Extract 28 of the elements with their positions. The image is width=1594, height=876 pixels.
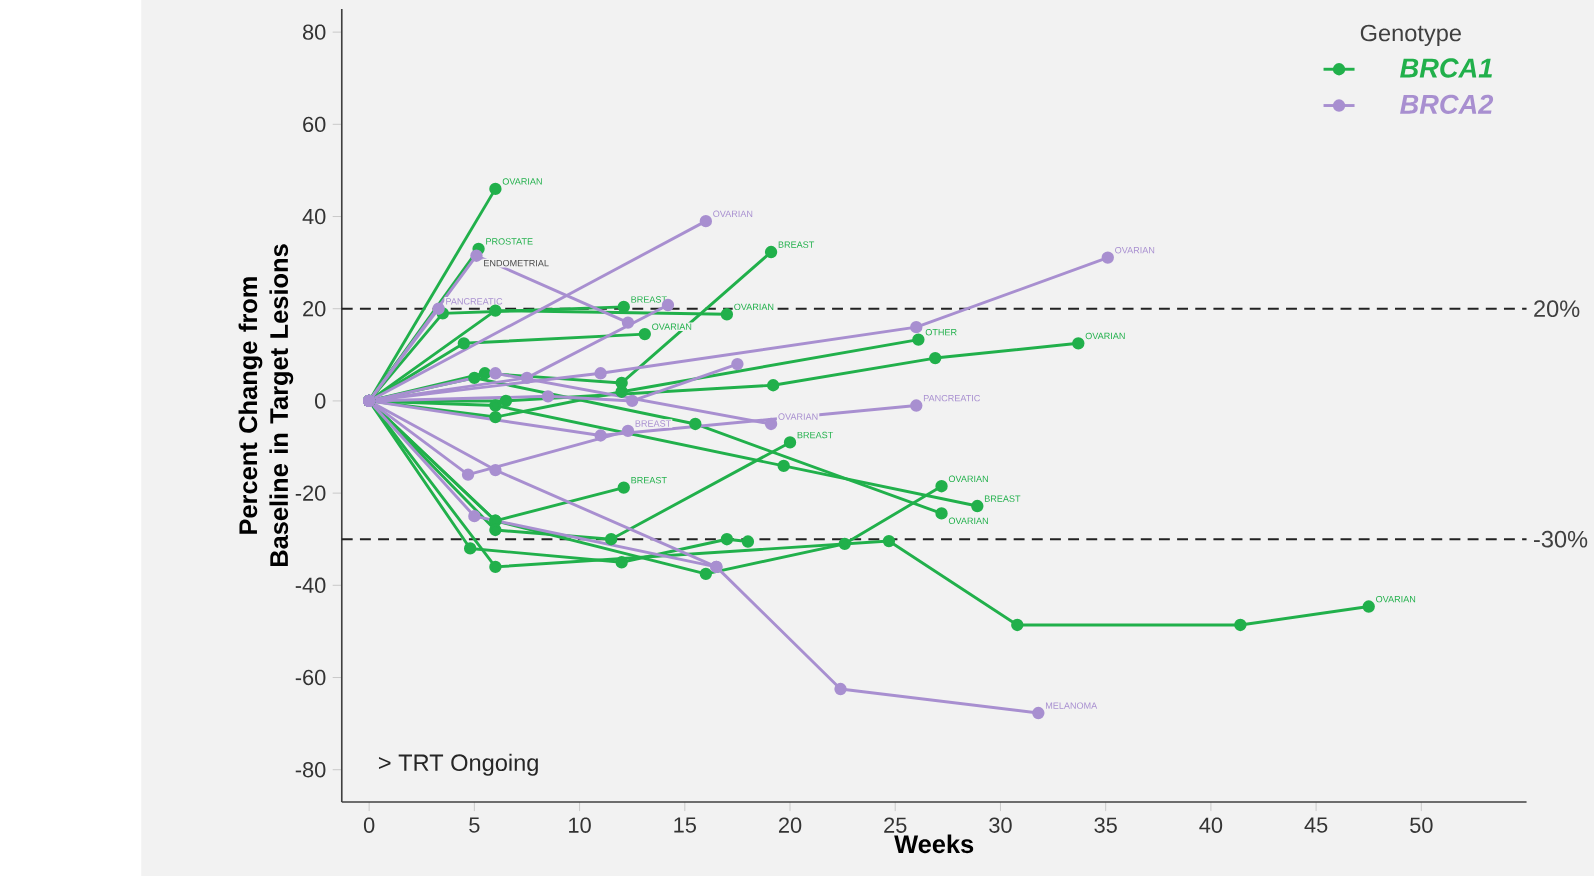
x-axis-title: Weeks bbox=[894, 834, 974, 853]
y-tick-label: -60 bbox=[295, 669, 326, 685]
ref-line-label: 20% bbox=[1534, 300, 1580, 317]
annotation: > TRT Ongoing bbox=[378, 753, 538, 776]
x-tick-label: 0 bbox=[363, 817, 375, 833]
y-tick-label: -40 bbox=[295, 577, 326, 593]
legend-label: BRCA2 bbox=[1400, 94, 1494, 114]
x-tick-label: 40 bbox=[1199, 817, 1223, 833]
y-tick-label: 40 bbox=[302, 208, 326, 224]
y-tick-label: 80 bbox=[302, 24, 326, 40]
y-axis-title: Percent Change from Baseline in Target Lesions bbox=[238, 244, 294, 566]
x-tick-label: 50 bbox=[1410, 817, 1433, 833]
y-tick-label: 20 bbox=[303, 300, 326, 317]
y-tick-label: 60 bbox=[303, 116, 326, 132]
x-tick-label: 20 bbox=[778, 817, 802, 833]
x-tick-label: 5 bbox=[469, 817, 480, 833]
x-tick-label: 30 bbox=[989, 817, 1012, 833]
x-tick-label: 25 bbox=[884, 817, 907, 833]
legend-label: BRCA1 bbox=[1400, 58, 1492, 78]
ref-line-label: -30% bbox=[1534, 530, 1588, 548]
y-tick-label: 0 bbox=[315, 392, 326, 409]
x-tick-label: 15 bbox=[674, 817, 696, 833]
y-tick-label: -20 bbox=[295, 485, 326, 501]
x-tick-label: 45 bbox=[1304, 817, 1328, 833]
legend-title: Genotype bbox=[1360, 24, 1461, 46]
y-tick-label: -80 bbox=[295, 761, 326, 778]
x-tick-label: 35 bbox=[1094, 817, 1117, 833]
x-tick-label: 10 bbox=[569, 817, 591, 833]
